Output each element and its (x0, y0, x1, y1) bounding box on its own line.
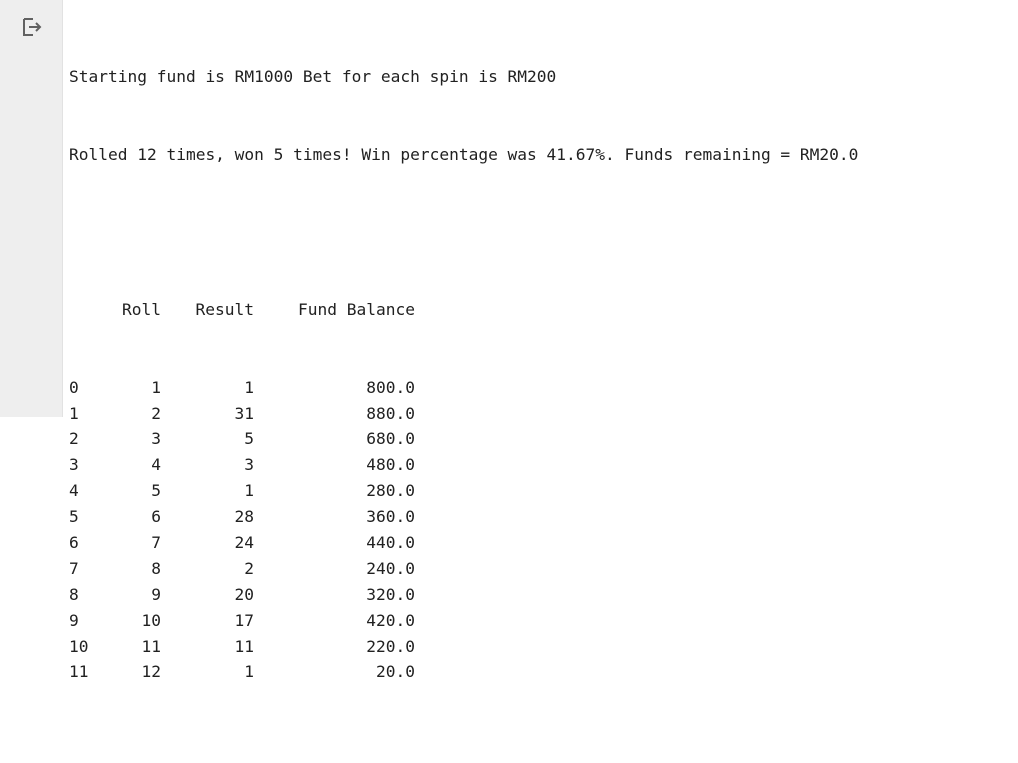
table-cell-result: 24 (234, 532, 255, 552)
table-cell-roll: 5 (151, 481, 161, 501)
table-cell-result: 1 (244, 662, 254, 682)
table-cell-index: 3 (69, 455, 79, 475)
output-arrow-icon[interactable] (21, 16, 43, 38)
table-body: 0 1 1 800.0 1 2 31 880.0 2 3 5 680.0 3 4 3 480.0 4 5 1 280.… (69, 375, 858, 686)
table-cell-result: 11 (234, 636, 255, 656)
table-cell-fund-balance: 360.0 (366, 507, 415, 527)
table-cell-index: 10 (69, 636, 89, 656)
table-row: 5 6 28 360.0 (69, 504, 858, 530)
table-cell-index: 8 (69, 584, 79, 604)
table-cell-result: 1 (244, 377, 254, 397)
table-cell-result: 31 (234, 403, 255, 423)
table-cell-roll: 7 (151, 532, 161, 552)
table-cell-fund-balance: 440.0 (366, 532, 415, 552)
table-cell-index: 5 (69, 507, 79, 527)
table-cell-result: 3 (244, 455, 254, 475)
table-row: 10 11 11 220.0 (69, 634, 858, 660)
table-header-index (69, 297, 98, 323)
table-row: 11 12 1 20.0 (69, 659, 858, 685)
table-cell-fund-balance: 20.0 (376, 662, 415, 682)
table-cell-roll: 9 (151, 584, 161, 604)
table-row: 4 5 1 280.0 (69, 478, 858, 504)
table-cell-result: 28 (234, 507, 255, 527)
table-cell-roll: 3 (151, 429, 161, 449)
table-header-row: Roll Result Fund Balance (69, 297, 858, 323)
table-cell-roll: 8 (151, 558, 161, 578)
output-line-summary: Rolled 12 times, won 5 times! Win percen… (69, 144, 859, 164)
table-row: 8 9 20 320.0 (69, 582, 858, 608)
table-cell-index: 11 (69, 662, 89, 682)
table-row: 3 4 3 480.0 (69, 452, 858, 478)
table-cell-result: 20 (234, 584, 255, 604)
table-cell-fund-balance: 680.0 (366, 429, 415, 449)
table-cell-fund-balance: 480.0 (366, 455, 415, 475)
table-cell-index: 6 (69, 532, 79, 552)
table-cell-result: 17 (234, 610, 255, 630)
table-row: 9 10 17 420.0 (69, 608, 858, 634)
results-table: Roll Result Fund Balance 0 1 1 800.0 1 2 31 880… (69, 245, 858, 737)
table-row: 6 7 24 440.0 (69, 530, 858, 556)
table-cell-index: 2 (69, 429, 79, 449)
table-cell-index: 9 (69, 610, 79, 630)
table-cell-fund-balance: 240.0 (366, 558, 415, 578)
table-cell-roll: 11 (141, 636, 162, 656)
table-cell-index: 1 (69, 403, 79, 423)
table-cell-fund-balance: 800.0 (366, 377, 415, 397)
table-cell-fund-balance: 320.0 (366, 584, 415, 604)
table-cell-roll: 12 (141, 662, 162, 682)
table-row: 1 2 31 880.0 (69, 401, 858, 427)
table-cell-result: 5 (244, 429, 254, 449)
table-cell-result: 1 (244, 481, 254, 501)
table-row: 7 8 2 240.0 (69, 556, 858, 582)
table-cell-roll: 2 (151, 403, 161, 423)
table-header-fund-balance: Fund Balance (298, 299, 415, 319)
output-gutter (0, 0, 63, 417)
table-cell-fund-balance: 220.0 (366, 636, 415, 656)
table-cell-fund-balance: 280.0 (366, 481, 415, 501)
table-cell-result: 2 (244, 558, 254, 578)
table-cell-roll: 1 (151, 377, 161, 397)
table-cell-roll: 10 (141, 610, 162, 630)
table-cell-roll: 6 (151, 507, 161, 527)
output-line-starting-fund: Starting fund is RM1000 Bet for each spi… (69, 66, 557, 86)
table-cell-fund-balance: 420.0 (366, 610, 415, 630)
table-header-roll: Roll (122, 299, 161, 319)
table-cell-index: 0 (69, 377, 79, 397)
table-cell-index: 7 (69, 558, 79, 578)
table-row: 2 3 5 680.0 (69, 426, 858, 452)
table-cell-roll: 4 (151, 455, 161, 475)
table-cell-fund-balance: 880.0 (366, 403, 415, 423)
cell-output: Starting fund is RM1000 Bet for each spi… (69, 12, 858, 763)
table-cell-index: 4 (69, 481, 79, 501)
table-header-result: Result (195, 299, 254, 319)
table-row: 0 1 1 800.0 (69, 375, 858, 401)
